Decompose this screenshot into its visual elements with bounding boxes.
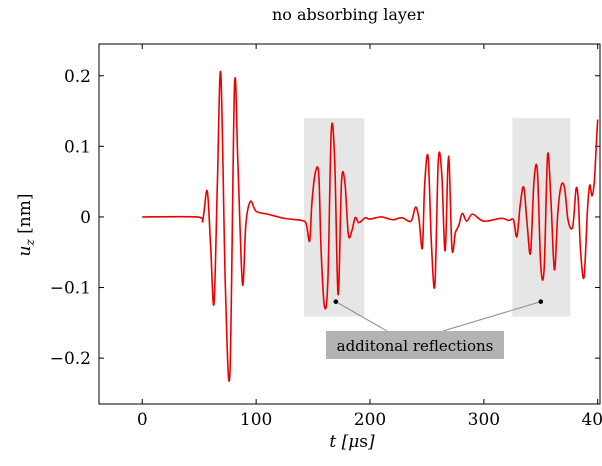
x-axis-label: t [μs] xyxy=(329,432,375,452)
x-tick-label: 0 xyxy=(137,410,148,430)
x-tick-label: 300 xyxy=(468,410,500,430)
leader-line-2 xyxy=(442,301,541,332)
axis-ticks: 0 100 200 300 400 −0.2 −0.1 0 0.1 0.2 xyxy=(50,44,602,430)
series-layer xyxy=(142,70,599,382)
x-tick-label: 200 xyxy=(354,410,386,430)
highlight-region-2 xyxy=(512,118,571,317)
annotation-box xyxy=(326,331,504,359)
annotation-point-2 xyxy=(538,299,544,304)
x-tick-label: 100 xyxy=(240,410,272,430)
leader-line-1 xyxy=(335,301,388,332)
y-tick-label: 0.2 xyxy=(64,67,91,87)
y-tick-label: −0.1 xyxy=(50,279,91,299)
annotation-points xyxy=(333,299,544,304)
y-tick-label: 0.1 xyxy=(64,137,91,157)
annotation-label: additonal reflections xyxy=(337,337,494,355)
y-tick-label: −0.2 xyxy=(50,349,91,369)
y-tick-label: 0 xyxy=(80,208,91,228)
plot-frame xyxy=(98,43,601,405)
annotation-point-1 xyxy=(333,299,339,304)
svg-text:uz [nm]: uz [nm] xyxy=(15,193,37,256)
annotation-leader-lines xyxy=(335,301,541,332)
x-tick-label: 400 xyxy=(581,410,602,430)
series-line-1 xyxy=(142,70,599,382)
y-axis-label: uz [nm] xyxy=(15,193,37,256)
chart-title: no absorbing layer xyxy=(272,5,424,24)
